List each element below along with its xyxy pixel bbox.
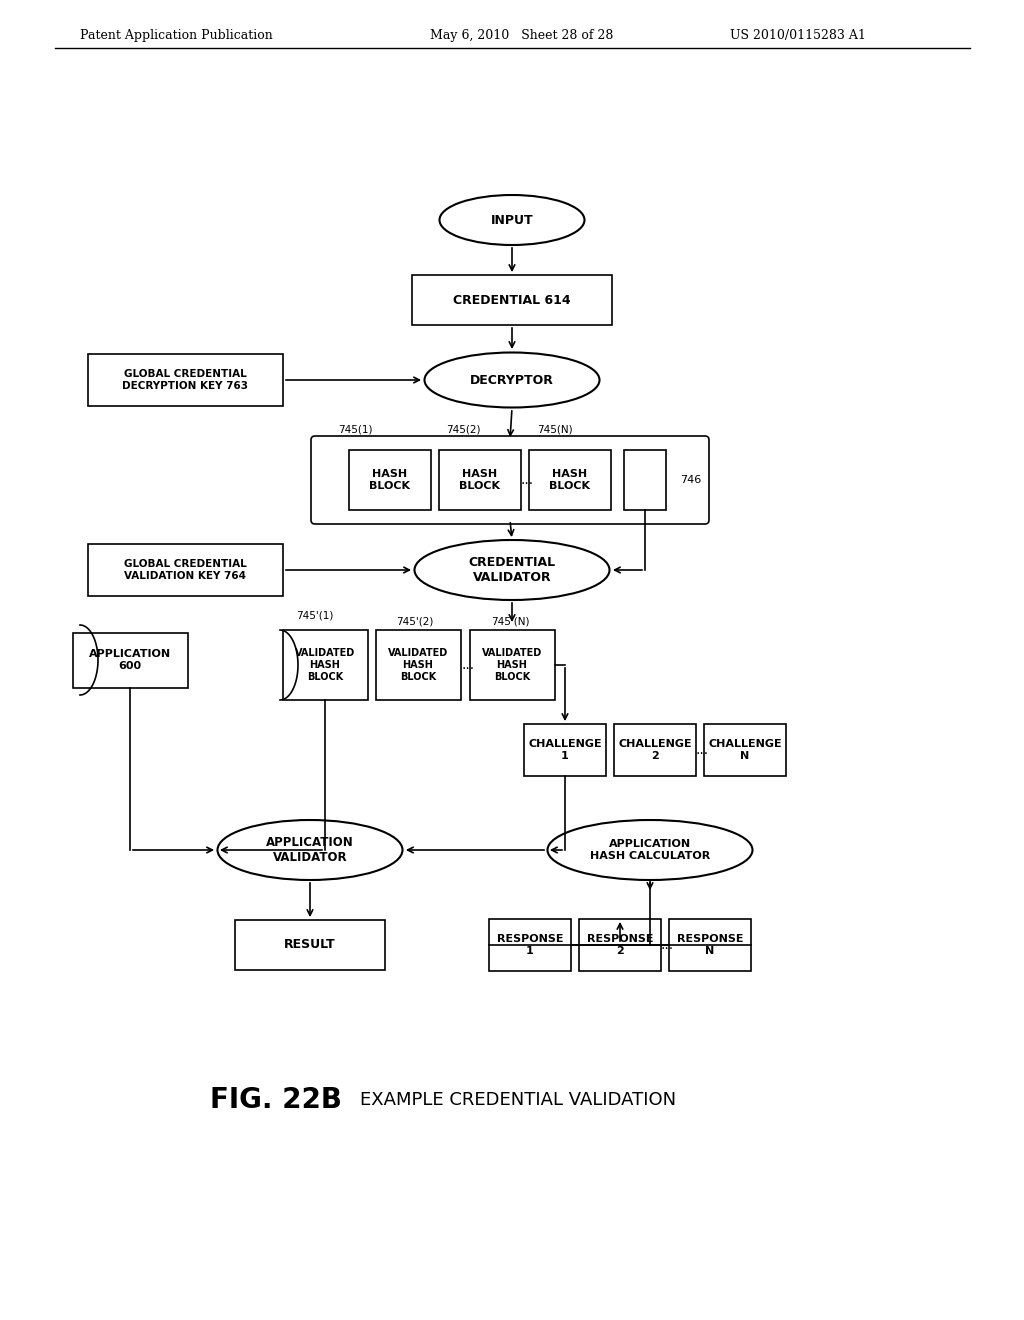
Text: VALIDATED
HASH
BLOCK: VALIDATED HASH BLOCK bbox=[388, 648, 449, 681]
Text: 745(2): 745(2) bbox=[445, 424, 480, 434]
Text: HASH
BLOCK: HASH BLOCK bbox=[370, 469, 411, 491]
FancyBboxPatch shape bbox=[311, 436, 709, 524]
Bar bbox=[579, 919, 662, 972]
Ellipse shape bbox=[439, 195, 585, 246]
Bar bbox=[439, 450, 521, 510]
Text: APPLICATION
VALIDATOR: APPLICATION VALIDATOR bbox=[266, 836, 354, 865]
Bar bbox=[412, 275, 612, 325]
Text: GLOBAL CREDENTIAL
VALIDATION KEY 764: GLOBAL CREDENTIAL VALIDATION KEY 764 bbox=[124, 560, 247, 581]
Bar bbox=[614, 723, 696, 776]
Text: May 6, 2010   Sheet 28 of 28: May 6, 2010 Sheet 28 of 28 bbox=[430, 29, 613, 41]
Ellipse shape bbox=[548, 820, 753, 880]
Bar bbox=[524, 723, 606, 776]
Text: 746: 746 bbox=[680, 475, 701, 484]
Bar bbox=[87, 544, 283, 597]
Text: CHALLENGE
2: CHALLENGE 2 bbox=[618, 739, 692, 760]
Text: APPLICATION
HASH CALCULATOR: APPLICATION HASH CALCULATOR bbox=[590, 840, 710, 861]
Text: HASH
BLOCK: HASH BLOCK bbox=[460, 469, 501, 491]
Bar bbox=[624, 450, 666, 510]
Text: APPLICATION
600: APPLICATION 600 bbox=[89, 649, 171, 671]
Text: GLOBAL CREDENTIAL
DECRYPTION KEY 763: GLOBAL CREDENTIAL DECRYPTION KEY 763 bbox=[122, 370, 248, 391]
Text: ...: ... bbox=[462, 657, 474, 672]
Text: CREDENTIAL 614: CREDENTIAL 614 bbox=[454, 293, 570, 306]
Text: ...: ... bbox=[660, 939, 674, 952]
Text: 745'(N): 745'(N) bbox=[490, 616, 529, 627]
Text: 745(N): 745(N) bbox=[538, 424, 572, 434]
Bar bbox=[73, 632, 187, 688]
Bar bbox=[87, 354, 283, 407]
Text: CHALLENGE
N: CHALLENGE N bbox=[709, 739, 781, 760]
Text: 745'(1): 745'(1) bbox=[296, 610, 334, 620]
Text: CHALLENGE
1: CHALLENGE 1 bbox=[528, 739, 602, 760]
Text: DECRYPTOR: DECRYPTOR bbox=[470, 374, 554, 387]
Bar bbox=[349, 450, 431, 510]
Text: CREDENTIAL
VALIDATOR: CREDENTIAL VALIDATOR bbox=[468, 556, 556, 583]
Bar bbox=[283, 630, 368, 700]
Text: RESPONSE
N: RESPONSE N bbox=[677, 935, 743, 956]
Text: INPUT: INPUT bbox=[490, 214, 534, 227]
Bar bbox=[705, 723, 786, 776]
Bar bbox=[529, 450, 611, 510]
Text: RESULT: RESULT bbox=[285, 939, 336, 952]
Text: Patent Application Publication: Patent Application Publication bbox=[80, 29, 272, 41]
Bar bbox=[469, 630, 555, 700]
Text: RESPONSE
1: RESPONSE 1 bbox=[497, 935, 563, 956]
Bar bbox=[376, 630, 461, 700]
Ellipse shape bbox=[425, 352, 599, 408]
Text: 745'(2): 745'(2) bbox=[396, 616, 434, 627]
Text: ...: ... bbox=[520, 473, 534, 487]
Text: ...: ... bbox=[695, 743, 709, 756]
Bar bbox=[234, 920, 385, 970]
Bar bbox=[669, 919, 751, 972]
Ellipse shape bbox=[217, 820, 402, 880]
Text: RESPONSE
2: RESPONSE 2 bbox=[587, 935, 653, 956]
Text: FIG. 22B: FIG. 22B bbox=[210, 1086, 342, 1114]
Text: US 2010/0115283 A1: US 2010/0115283 A1 bbox=[730, 29, 866, 41]
Bar bbox=[489, 919, 571, 972]
Text: VALIDATED
HASH
BLOCK: VALIDATED HASH BLOCK bbox=[295, 648, 355, 681]
Text: HASH
BLOCK: HASH BLOCK bbox=[550, 469, 591, 491]
Text: 745(1): 745(1) bbox=[338, 424, 373, 434]
Text: EXAMPLE CREDENTIAL VALIDATION: EXAMPLE CREDENTIAL VALIDATION bbox=[360, 1092, 676, 1109]
Text: VALIDATED
HASH
BLOCK: VALIDATED HASH BLOCK bbox=[482, 648, 542, 681]
Ellipse shape bbox=[415, 540, 609, 601]
